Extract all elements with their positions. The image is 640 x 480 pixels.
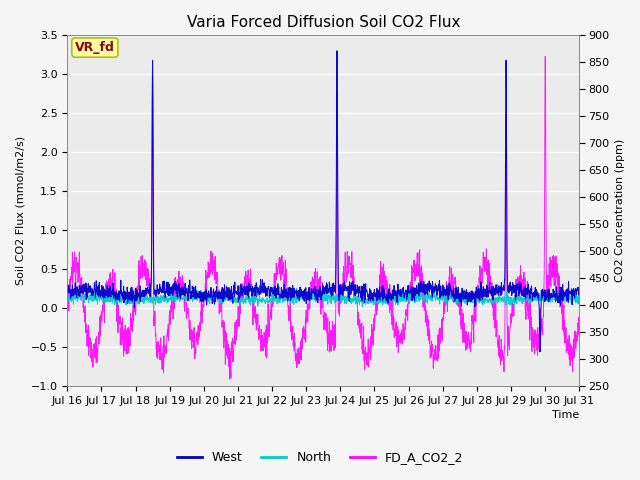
- X-axis label: Time: Time: [552, 410, 579, 420]
- Title: Varia Forced Diffusion Soil CO2 Flux: Varia Forced Diffusion Soil CO2 Flux: [186, 15, 460, 30]
- Y-axis label: CO2 Concentration (ppm): CO2 Concentration (ppm): [615, 139, 625, 282]
- Text: VR_fd: VR_fd: [75, 41, 115, 54]
- Y-axis label: Soil CO2 Flux (mmol/m2/s): Soil CO2 Flux (mmol/m2/s): [15, 136, 25, 285]
- Legend: West, North, FD_A_CO2_2: West, North, FD_A_CO2_2: [172, 446, 468, 469]
